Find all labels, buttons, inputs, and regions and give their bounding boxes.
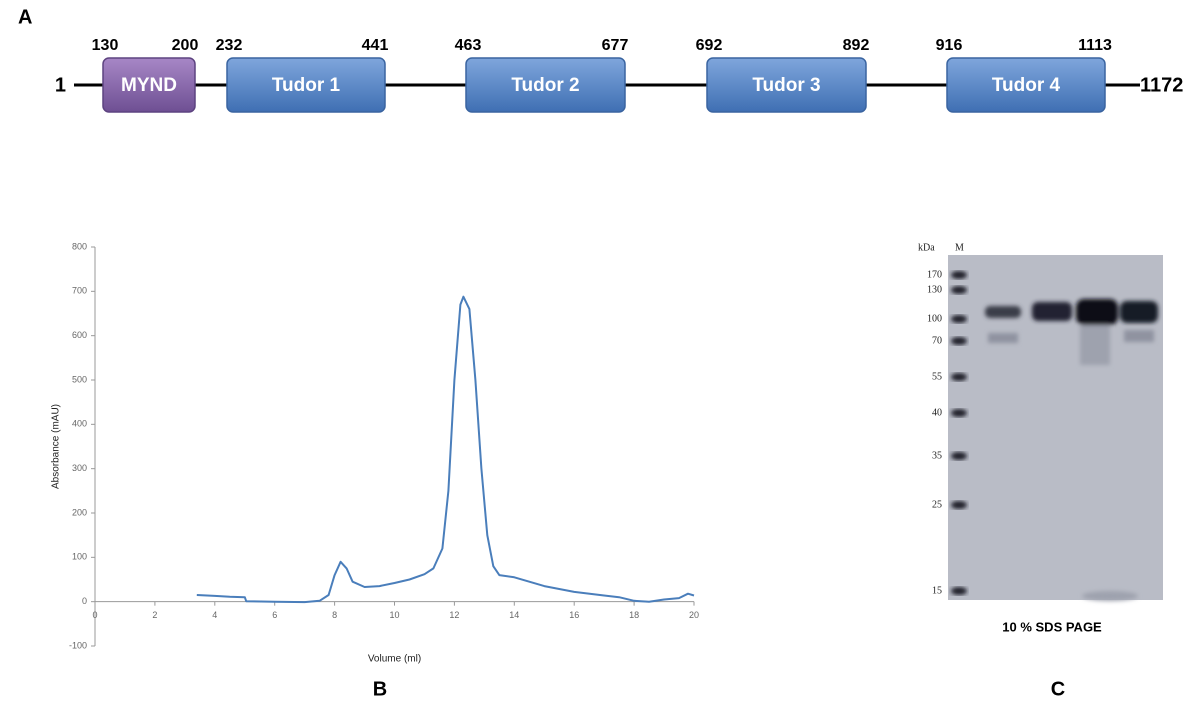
x-tick-label: 12 (449, 610, 459, 620)
marker-label: 15 (932, 585, 942, 596)
y-tick-label: 0 (82, 596, 87, 606)
y-axis-label: Absorbance (mAU) (51, 404, 62, 489)
x-tick-label: 10 (389, 610, 399, 620)
marker-label: 170 (927, 269, 942, 280)
marker-label: 40 (932, 407, 942, 418)
marker-band (951, 286, 967, 294)
panel-label: A (18, 6, 32, 28)
domain-name: Tudor 4 (992, 75, 1061, 96)
domain-start: 916 (936, 37, 963, 54)
units-label: kDa (918, 242, 935, 253)
y-tick-label: 800 (72, 241, 87, 251)
domain-name: Tudor 3 (752, 75, 820, 96)
lane-label: M (955, 242, 964, 253)
domain-name: Tudor 1 (272, 75, 341, 96)
domain-start: 692 (696, 37, 723, 54)
marker-band (951, 452, 967, 460)
x-tick-label: 8 (332, 610, 337, 620)
domain-start: 463 (455, 37, 482, 54)
y-tick-label: 600 (72, 330, 87, 340)
x-axis-label: Volume (ml) (368, 654, 421, 665)
x-tick-label: 2 (152, 610, 157, 620)
x-tick-label: 14 (509, 610, 519, 620)
marker-label: 55 (932, 371, 942, 382)
domain-end: 1113 (1078, 37, 1112, 54)
marker-label: 100 (927, 313, 942, 324)
marker-band (951, 587, 967, 595)
y-tick-label: 500 (72, 374, 87, 384)
y-tick-label: -100 (69, 640, 87, 650)
x-tick-label: 18 (629, 610, 639, 620)
domain-end: 441 (362, 37, 389, 54)
panel-label: C (1051, 678, 1065, 700)
marker-label: 25 (932, 499, 942, 510)
marker-band (951, 501, 967, 509)
chromatogram-line (197, 297, 694, 602)
x-tick-label: 0 (92, 610, 97, 620)
domain-end: 200 (172, 37, 199, 54)
x-tick-label: 20 (689, 610, 699, 620)
domain-end: 677 (602, 37, 629, 54)
panel-label: B (373, 678, 387, 700)
marker-band (951, 337, 967, 345)
figure: A 1 1172 MYND130200Tudor 1232441Tudor 24… (0, 0, 1201, 705)
y-tick-label: 300 (72, 463, 87, 473)
y-tick-label: 700 (72, 286, 87, 296)
y-tick-label: 100 (72, 552, 87, 562)
x-tick-label: 6 (272, 610, 277, 620)
marker-band (951, 315, 967, 323)
y-tick-label: 200 (72, 507, 87, 517)
start-residue: 1 (55, 74, 66, 96)
gel-caption: 10 % SDS PAGE (1002, 619, 1102, 634)
marker-band (951, 373, 967, 381)
domain-end: 892 (843, 37, 870, 54)
marker-band (951, 271, 967, 279)
end-residue: 1172 (1140, 74, 1183, 96)
marker-label: 130 (927, 284, 942, 295)
domain-name: MYND (121, 75, 177, 96)
y-tick-label: 400 (72, 419, 87, 429)
domain-start: 130 (92, 37, 119, 54)
domain-name: Tudor 2 (511, 75, 579, 96)
x-tick-label: 4 (212, 610, 217, 620)
marker-label: 70 (932, 335, 942, 346)
x-tick-label: 16 (569, 610, 579, 620)
marker-band (951, 409, 967, 417)
domain-start: 232 (216, 37, 243, 54)
marker-label: 35 (932, 450, 942, 461)
